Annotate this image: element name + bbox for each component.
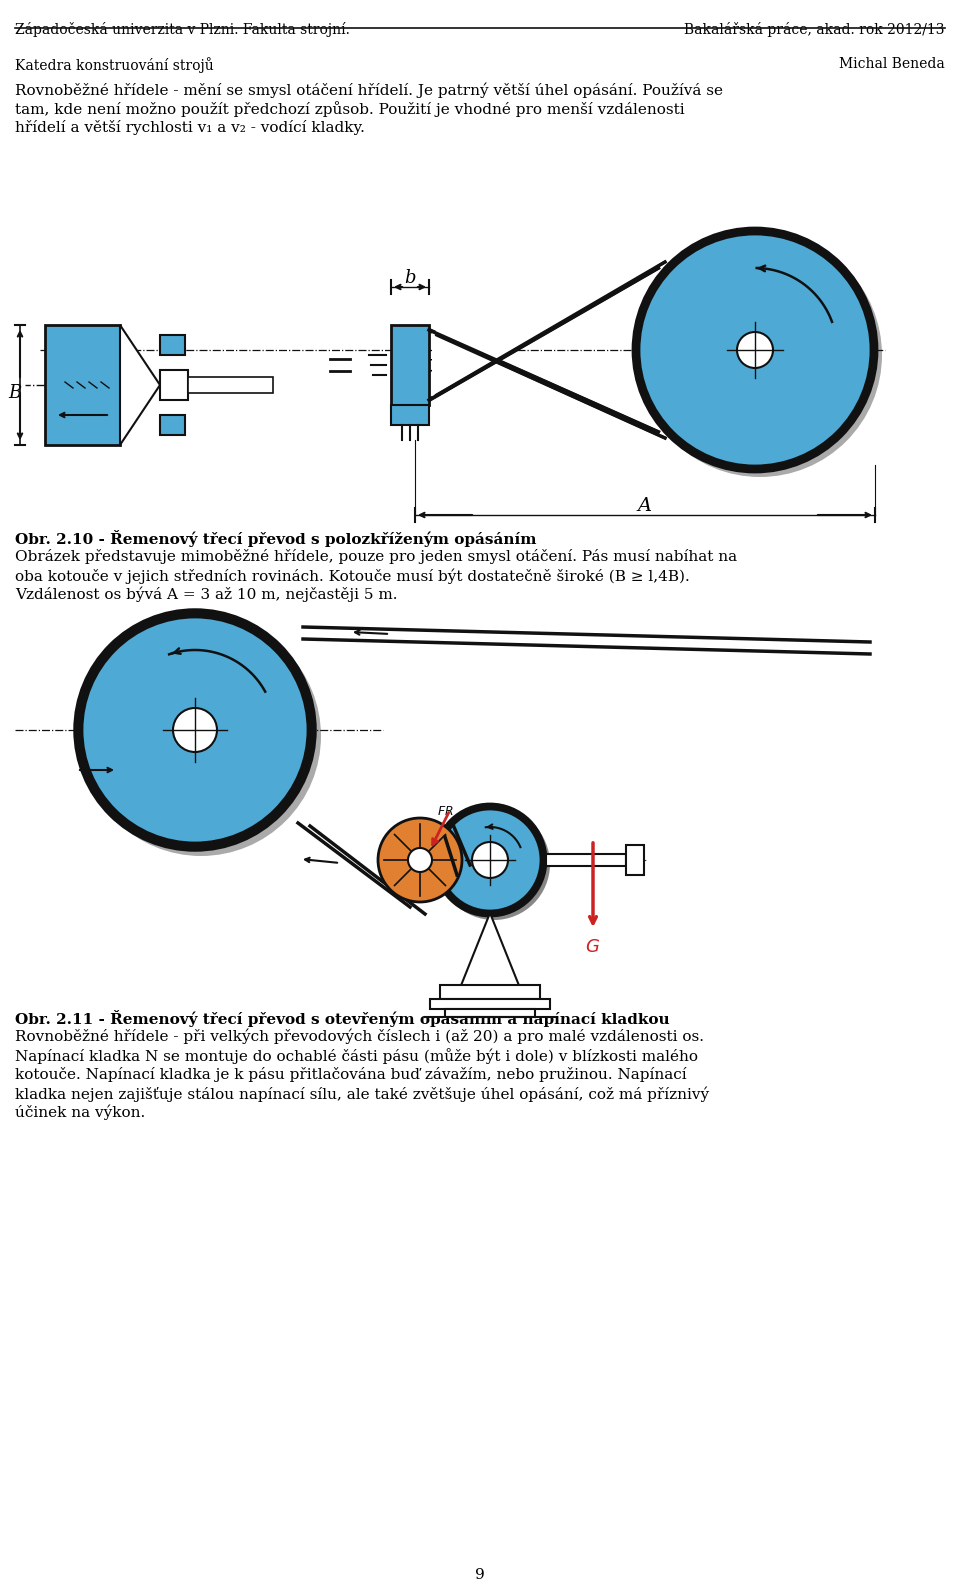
Ellipse shape xyxy=(82,617,308,844)
Text: Obr. 2.11 - Řemenový třecí převod s otevřeným opásáním a napínací kladkou: Obr. 2.11 - Řemenový třecí převod s otev… xyxy=(15,1011,670,1026)
Ellipse shape xyxy=(434,804,546,915)
Text: Katedra konstruování strojů: Katedra konstruování strojů xyxy=(15,57,214,73)
Bar xyxy=(440,985,540,999)
Ellipse shape xyxy=(408,849,432,872)
Ellipse shape xyxy=(472,842,508,879)
Text: účinek na výkon.: účinek na výkon. xyxy=(15,1104,145,1120)
Text: B: B xyxy=(8,385,21,402)
Ellipse shape xyxy=(81,617,321,856)
Polygon shape xyxy=(429,262,665,400)
Bar xyxy=(391,326,429,405)
Text: b: b xyxy=(404,269,416,288)
Text: $O_1$: $O_1$ xyxy=(817,249,838,270)
Ellipse shape xyxy=(438,807,550,920)
Polygon shape xyxy=(120,326,160,445)
Polygon shape xyxy=(460,914,520,988)
Bar xyxy=(160,415,185,435)
Bar xyxy=(430,999,550,1009)
Text: $O_1$: $O_1$ xyxy=(495,864,515,883)
Text: N: N xyxy=(409,864,419,876)
Text: hřídelí a větší rychlosti v₁ a v₂ - vodící kladky.: hřídelí a větší rychlosti v₁ a v₂ - vodí… xyxy=(15,121,365,135)
Bar xyxy=(160,370,188,400)
Text: Obr. 2.10 - Řemenový třecí převod s polozkříženým opásáním: Obr. 2.10 - Řemenový třecí převod s polo… xyxy=(15,531,537,547)
Bar xyxy=(45,326,120,445)
Polygon shape xyxy=(432,264,661,397)
Text: kladka nejen zajišťuje stálou napínací sílu, ale také zvětšuje úhel opásání, což: kladka nejen zajišťuje stálou napínací s… xyxy=(15,1085,709,1101)
Text: Západočeská univerzita v Plzni. Fakulta strojní.: Západočeská univerzita v Plzni. Fakulta … xyxy=(15,22,349,37)
Text: tam, kde není možno použít předchozí způsob. Použití je vhodné pro menší vzdálen: tam, kde není možno použít předchozí způ… xyxy=(15,102,684,118)
Ellipse shape xyxy=(439,809,541,910)
Ellipse shape xyxy=(75,610,315,850)
Ellipse shape xyxy=(633,227,877,472)
Bar xyxy=(160,335,185,354)
Text: Bakalářská práce, akad. rok 2012/13: Bakalářská práce, akad. rok 2012/13 xyxy=(684,22,945,37)
Text: Rovnoběžné hřídele - mění se smysl otáčení hřídelí. Je patrný větší úhel opásání: Rovnoběžné hřídele - mění se smysl otáče… xyxy=(15,83,723,97)
Bar xyxy=(626,845,644,876)
Text: Michal Beneda: Michal Beneda xyxy=(839,57,945,72)
Polygon shape xyxy=(429,331,665,439)
Text: $G$: $G$ xyxy=(586,938,601,957)
Text: oba kotouče v jejich středních rovinách. Kotouče musí být dostatečně široké (B ≥: oba kotouče v jejich středních rovinách.… xyxy=(15,567,689,583)
Bar xyxy=(445,1009,535,1017)
Bar xyxy=(188,377,273,392)
Text: 9: 9 xyxy=(475,1568,485,1583)
Text: $FR$: $FR$ xyxy=(437,806,453,818)
Text: Vzdálenost os bývá A = 3 až 10 m, nejčastěji 5 m.: Vzdálenost os bývá A = 3 až 10 m, nejčas… xyxy=(15,586,397,602)
Text: Rovnoběžné hřídele - při velkých převodových číslech i (až 20) a pro malé vzdále: Rovnoběžné hřídele - při velkých převodo… xyxy=(15,1030,704,1044)
Ellipse shape xyxy=(737,332,773,369)
Ellipse shape xyxy=(639,234,871,466)
Ellipse shape xyxy=(378,818,462,903)
Text: Napínací kladka N se montuje do ochablé části pásu (může být i dole) v blízkosti: Napínací kladka N se montuje do ochablé … xyxy=(15,1049,698,1065)
Bar xyxy=(546,853,626,866)
Ellipse shape xyxy=(173,709,217,752)
Text: A: A xyxy=(638,497,652,515)
Text: kotouče. Napínací kladka je k pásu přitlačována buď závažím, nebo pružinou. Napí: kotouče. Napínací kladka je k pásu přitl… xyxy=(15,1066,686,1082)
Bar xyxy=(391,405,429,424)
Text: $O_2$: $O_2$ xyxy=(422,358,444,377)
Text: Obrázek představuje mimoběžné hřídele, pouze pro jeden smysl otáčení. Pás musí n: Obrázek představuje mimoběžné hřídele, p… xyxy=(15,550,737,564)
Text: $O_2$: $O_2$ xyxy=(210,740,234,761)
Ellipse shape xyxy=(638,234,882,477)
